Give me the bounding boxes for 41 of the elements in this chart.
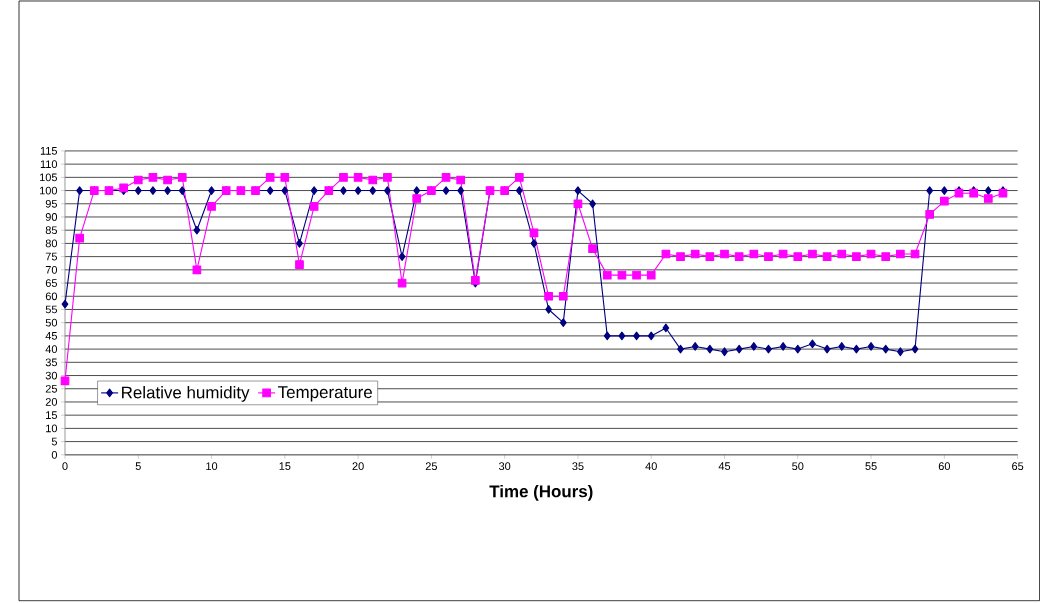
- x-tick-label: 30: [498, 462, 511, 471]
- y-tick-label: 95: [45, 200, 57, 208]
- x-tick-label: 0: [62, 462, 68, 471]
- legend-label: Temperature: [278, 386, 372, 402]
- y-tick-label: 20: [45, 398, 58, 406]
- y-tick-label: 30: [45, 371, 58, 380]
- y-tick-label: 55: [45, 305, 57, 314]
- x-tick-label: 60: [938, 462, 950, 471]
- y-tick-label: 35: [45, 358, 57, 367]
- y-tick-label: 60: [45, 292, 58, 301]
- y-tick-label: 80: [45, 239, 58, 248]
- y-tick-label: 110: [40, 160, 58, 169]
- x-tick-label: 20: [352, 462, 364, 471]
- x-tick-label: 55: [865, 462, 877, 471]
- y-tick-label: 0: [51, 451, 58, 459]
- y-tick-label: 85: [45, 226, 57, 235]
- y-tick-label: 45: [45, 332, 57, 340]
- x-tick-label: 5: [135, 462, 141, 471]
- y-tick-label: 50: [45, 318, 58, 327]
- x-tick-label: 10: [206, 462, 218, 471]
- x-tick-label: 35: [572, 462, 584, 471]
- y-tick-label: 5: [51, 437, 57, 446]
- x-tick-label: 45: [718, 462, 731, 471]
- x-axis-title: Time (Hours): [489, 485, 593, 501]
- x-tick-label: 25: [425, 462, 438, 471]
- y-tick-label: 40: [45, 345, 58, 354]
- y-tick-label: 100: [40, 186, 58, 195]
- y-tick-label: 25: [45, 385, 57, 393]
- x-tick-label: 65: [1012, 462, 1024, 471]
- legend-label: Relative humidity: [122, 386, 250, 402]
- y-tick-label: 10: [46, 424, 58, 433]
- y-tick-label: 15: [46, 411, 57, 420]
- y-tick-label: 105: [40, 173, 57, 182]
- y-tick-label: 90: [45, 213, 58, 221]
- x-tick-label: 40: [645, 462, 657, 471]
- x-tick-label: 15: [279, 462, 291, 471]
- y-tick-label: 65: [45, 279, 57, 288]
- y-tick-label: 115: [40, 147, 57, 155]
- x-tick-label: 50: [792, 462, 804, 471]
- y-tick-label: 70: [45, 266, 58, 274]
- y-tick-label: 75: [45, 252, 57, 261]
